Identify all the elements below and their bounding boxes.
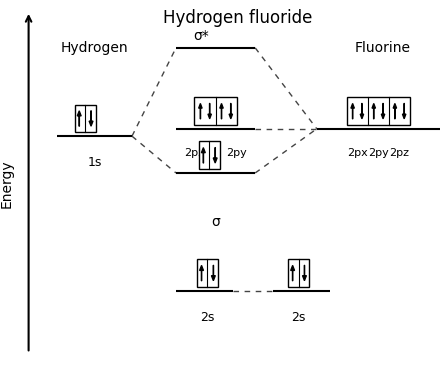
Text: 2pz: 2pz — [389, 148, 410, 158]
Text: 2s: 2s — [291, 311, 306, 324]
FancyArrow shape — [360, 103, 364, 119]
Text: Fluorine: Fluorine — [355, 41, 411, 55]
FancyArrow shape — [213, 148, 217, 163]
Text: σ: σ — [211, 215, 220, 229]
Bar — [347, 98, 410, 125]
Bar — [194, 98, 237, 125]
Text: Energy: Energy — [0, 160, 14, 208]
Text: 2py: 2py — [226, 148, 247, 158]
Bar — [288, 259, 309, 287]
FancyArrow shape — [220, 103, 223, 119]
FancyArrow shape — [202, 148, 205, 163]
FancyArrow shape — [77, 111, 81, 126]
FancyArrow shape — [393, 103, 396, 119]
Text: 2px: 2px — [184, 148, 205, 158]
FancyArrow shape — [211, 265, 215, 281]
FancyArrow shape — [381, 103, 385, 119]
FancyArrow shape — [198, 103, 202, 119]
Text: Hydrogen: Hydrogen — [61, 41, 128, 55]
Text: Hydrogen fluoride: Hydrogen fluoride — [163, 9, 312, 27]
FancyArrow shape — [351, 103, 354, 119]
Text: 2py: 2py — [368, 148, 389, 158]
FancyArrow shape — [208, 103, 212, 119]
Bar — [197, 259, 218, 287]
Text: 2px: 2px — [347, 148, 368, 158]
Text: 1s: 1s — [88, 156, 102, 169]
FancyArrow shape — [403, 103, 406, 119]
Bar — [199, 141, 220, 169]
Text: 2s: 2s — [200, 311, 215, 324]
FancyArrow shape — [302, 265, 306, 281]
Bar — [75, 105, 96, 132]
FancyArrow shape — [372, 103, 375, 119]
FancyArrow shape — [200, 265, 204, 281]
Text: σ*: σ* — [194, 29, 209, 43]
FancyArrow shape — [291, 265, 295, 281]
FancyArrow shape — [229, 103, 233, 119]
FancyArrow shape — [89, 111, 93, 126]
